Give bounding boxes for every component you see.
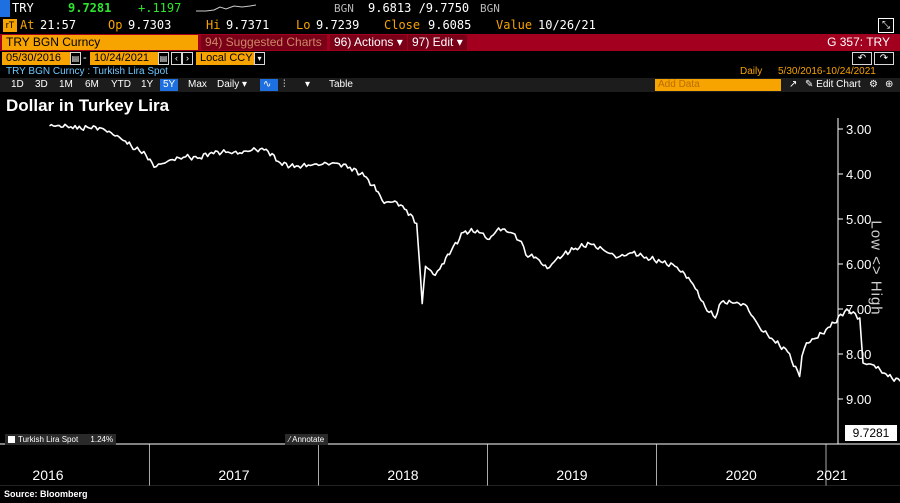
ticker[interactable]: TRY (12, 1, 34, 15)
x-year-label: 2016 (32, 467, 63, 483)
y-tick-label: 9.00 (846, 392, 871, 407)
low-high-label: Low <> High (867, 220, 885, 316)
bid-ask-source-2: BGN (480, 2, 500, 15)
prev-period-icon[interactable]: ‹ (171, 52, 182, 65)
period-1d[interactable]: 1D (11, 79, 24, 90)
x-year-label: 2021 (816, 467, 847, 483)
realtime-icon: rT (3, 19, 17, 32)
open-value: 9.7303 (128, 18, 172, 32)
sparkline-icon (196, 4, 256, 12)
x-year-label: 2017 (218, 467, 249, 483)
frequency-value: Daily (217, 79, 240, 90)
popout-icon[interactable]: ⤡ (878, 18, 894, 33)
page-id: G 357: TRY (827, 35, 890, 49)
settings-icon[interactable]: ⚙ (869, 79, 878, 90)
annotate-icon: ⁄ (289, 435, 291, 444)
legend-swatch (8, 436, 15, 444)
y-tick-label: 8.00 (846, 347, 871, 362)
chevron-down-icon: ▾ (396, 35, 403, 49)
low-value: 9.7239 (316, 18, 360, 32)
value-date: 10/26/21 (538, 18, 596, 32)
period-3d[interactable]: 3D (35, 79, 48, 90)
y-tick-label: 6.00 (846, 257, 871, 272)
annotate-label: Annotate (292, 435, 325, 444)
value-label: Value (496, 18, 533, 32)
high-label: Hi (206, 18, 221, 32)
bid-ask-source: BGN (334, 2, 354, 15)
last-price: 9.7281 (68, 1, 112, 15)
actions-label: 96) Actions (334, 35, 394, 49)
period-max[interactable]: Max (188, 79, 207, 90)
source-note: Source: Bloomberg (4, 489, 88, 499)
quote-time: 21:57 (40, 18, 77, 32)
next-period-icon[interactable]: › (182, 52, 193, 65)
x-year-label: 2020 (726, 467, 757, 483)
period-label: 5/30/2016-10/24/2021 (778, 66, 876, 77)
period-toolbar: 1D 3D 1M 6M YTD 1Y 5Y Max Daily ▾ ∿ ⫶ ▾ … (0, 78, 900, 92)
y-tick-label: 5.00 (846, 212, 871, 227)
x-axis: 2016 2017 2018 2019 2020 2021 (32, 444, 848, 486)
undo-icon[interactable]: ↶ (852, 52, 872, 65)
line-chart-icon[interactable]: ∿ (260, 79, 278, 91)
suggested-charts-button[interactable]: 94) Suggested Charts (201, 35, 327, 50)
close-label: Close (384, 18, 421, 32)
at-label: At (20, 18, 35, 32)
calendar-icon[interactable]: ▤ (70, 52, 81, 65)
frequency-dropdown[interactable]: Daily ▾ (217, 79, 248, 90)
high-value: 9.7371 (226, 18, 270, 32)
change-value: +.1197 (138, 1, 182, 15)
calendar-icon[interactable]: ▤ (158, 52, 169, 65)
low-label: Lo (296, 18, 311, 32)
legend[interactable]: Turkish Lira Spot 1.24% (5, 434, 117, 445)
bid-ask: 9.6813 /9.7750 (368, 1, 470, 15)
quote-line-1: TRY 9.7281 +.1197 BGN 9.6813 /9.7750 BGN (0, 0, 900, 17)
x-year-label: 2018 (387, 467, 418, 483)
end-date-field[interactable]: 10/24/2021 (90, 52, 158, 65)
open-label: Op (108, 18, 123, 32)
start-date-field[interactable]: 05/30/2016 (2, 52, 70, 65)
edit-chart-label: Edit Chart (816, 79, 861, 90)
currency-field[interactable]: Local CCY (196, 52, 254, 65)
edit-menu[interactable]: 97) Edit ▾ (408, 35, 467, 50)
period-1y[interactable]: 1Y (141, 79, 154, 90)
period-5y[interactable]: 5Y (160, 79, 179, 91)
period-ytd[interactable]: YTD (111, 79, 131, 90)
zoom-icon[interactable]: ⊕ (885, 79, 894, 90)
command-toolbar: TRY BGN Curncy 94) Suggested Charts 96) … (0, 34, 900, 51)
series-line-turkish-lira-spot (49, 123, 900, 382)
line-chart[interactable]: 3.004.005.006.007.008.009.00 2016 2017 201… (0, 118, 900, 486)
x-year-label: 2019 (556, 467, 587, 483)
edit-chart-button[interactable]: ✎ Edit Chart (805, 79, 861, 90)
security-description: TRY BGN Curncy : Turkish Lira Spot (6, 66, 168, 77)
chevron-down-icon[interactable]: ▾ (254, 52, 265, 65)
period-6m[interactable]: 6M (85, 79, 99, 90)
edit-label: 97) Edit (412, 35, 454, 49)
last-value-label: 9.7281 (844, 424, 898, 442)
range-dash: - (83, 52, 87, 64)
table-button[interactable]: Table (329, 79, 353, 90)
add-data-field[interactable]: Add Data (655, 79, 781, 91)
chevron-down-icon: ▾ (456, 35, 463, 49)
redo-icon[interactable]: ↷ (874, 52, 894, 65)
period-1m[interactable]: 1M (59, 79, 73, 90)
security-field[interactable]: TRY BGN Curncy (2, 35, 198, 50)
y-tick-label: 4.00 (846, 167, 871, 182)
actions-menu[interactable]: 96) Actions ▾ (330, 35, 407, 50)
annotate-button[interactable]: ⁄ Annotate (285, 434, 329, 445)
chevron-down-icon[interactable]: ▾ (305, 79, 311, 90)
y-tick-label: 3.00 (846, 122, 871, 137)
ticker-marker (0, 0, 10, 17)
quote-line-2: rT At 21:57 Op 9.7303 Hi 9.7371 Lo 9.723… (0, 17, 900, 34)
bar-chart-icon[interactable]: ⫶ (283, 79, 286, 90)
close-value: 9.6085 (428, 18, 472, 32)
chart-title: Dollar in Turkey Lira (6, 96, 170, 115)
frequency-label: Daily (740, 66, 763, 77)
legend-label: Turkish Lira Spot (18, 435, 79, 444)
legend-change: 1.24% (90, 435, 114, 444)
date-range-bar: 05/30/2016 ▤ - 10/24/2021 ▤ ‹ › Local CC… (0, 51, 900, 66)
draw-icon[interactable]: ↗ (789, 79, 798, 90)
security-info: TRY BGN Curncy : Turkish Lira Spot Daily… (0, 66, 900, 78)
